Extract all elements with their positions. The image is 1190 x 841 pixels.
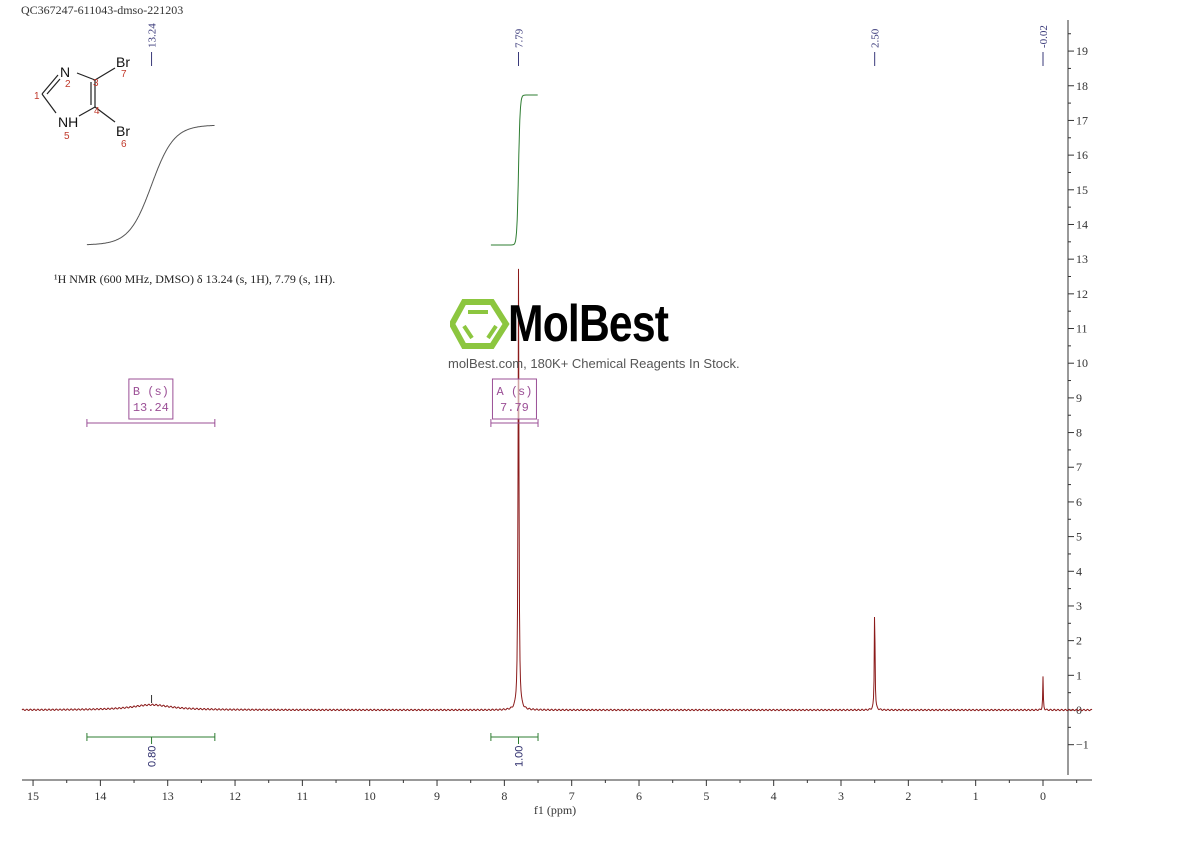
y-tick-label: 5 — [1076, 530, 1082, 544]
atom-label: Br — [116, 54, 130, 70]
y-tick-label: 7 — [1076, 460, 1082, 474]
multiplet-name: B (s) — [133, 385, 169, 399]
x-tick-label: 7 — [569, 789, 575, 803]
multiplet-shift: 13.24 — [133, 401, 169, 415]
x-tick-label: 11 — [297, 789, 309, 803]
watermark-brand: MolBest — [508, 295, 669, 353]
y-tick-label: 17 — [1076, 113, 1088, 127]
atom-number: 6 — [121, 139, 127, 150]
x-tick-label: 1 — [973, 789, 979, 803]
peak-label: 13.24 — [147, 23, 159, 48]
peak-label: -0.02 — [1038, 25, 1050, 48]
x-tick-label: 3 — [838, 789, 844, 803]
watermark-tagline: molBest.com, 180K+ Chemical Reagents In … — [448, 356, 740, 371]
integral-curve — [86, 124, 215, 246]
atom-number: 7 — [121, 69, 127, 80]
y-tick-label: 14 — [1076, 217, 1088, 231]
atom-label: N — [60, 64, 70, 80]
y-tick-label: 18 — [1076, 79, 1088, 93]
x-tick-label: 9 — [434, 789, 440, 803]
y-tick-label: 13 — [1076, 252, 1088, 266]
atom-number: 2 — [65, 79, 71, 90]
atom-number: 4 — [94, 106, 100, 117]
y-tick-label: 16 — [1076, 148, 1088, 162]
peak-label: 7.79 — [513, 28, 525, 48]
y-tick-label: 8 — [1076, 426, 1082, 440]
y-tick-label: 6 — [1076, 495, 1082, 509]
y-tick-label: 2 — [1076, 634, 1082, 648]
multiplet-shift: 7.79 — [500, 401, 529, 415]
integral-value: 1.00 — [513, 746, 525, 767]
y-tick-label: 15 — [1076, 183, 1088, 197]
molecule-structure: N NH Br Br 2 5 7 6 1 3 4 — [34, 54, 130, 150]
integral-value: 0.80 — [147, 746, 159, 767]
x-tick-label: 15 — [27, 789, 39, 803]
x-tick-label: 12 — [229, 789, 241, 803]
x-tick-label: 10 — [364, 789, 376, 803]
atom-label: NH — [58, 114, 78, 130]
x-tick-label: 0 — [1040, 789, 1046, 803]
x-tick-label: 2 — [905, 789, 911, 803]
y-tick-label: 9 — [1076, 391, 1082, 405]
y-tick-label: 11 — [1076, 322, 1088, 336]
integral-curve — [490, 94, 538, 246]
y-tick-label: 19 — [1076, 44, 1088, 58]
molbest-logo-icon — [450, 299, 510, 349]
y-tick-label: 1 — [1076, 668, 1082, 682]
atom-label: Br — [116, 123, 130, 139]
y-tick-label: 10 — [1076, 356, 1088, 370]
x-tick-label: 6 — [636, 789, 642, 803]
multiplet-name: A (s) — [496, 385, 532, 399]
x-tick-label: 13 — [162, 789, 174, 803]
atom-number: 5 — [64, 131, 70, 142]
sample-id: QC367247-611043-dmso-221203 — [21, 3, 184, 17]
y-tick-label: 4 — [1076, 564, 1082, 578]
spectrum-line — [21, 268, 1093, 712]
atom-number: 3 — [93, 78, 99, 89]
multiplet-box — [128, 378, 174, 420]
x-tick-label: 14 — [94, 789, 106, 803]
atom-number: 1 — [34, 91, 40, 102]
nmr-description: ¹H NMR (600 MHz, DMSO) δ 13.24 (s, 1H), … — [54, 272, 336, 286]
y-tick-label: 3 — [1076, 599, 1082, 613]
y-tick-label: −1 — [1076, 738, 1089, 752]
x-tick-label: 8 — [501, 789, 507, 803]
x-axis-label: f1 (ppm) — [534, 803, 576, 817]
x-tick-label: 4 — [771, 789, 777, 803]
y-tick-label: 12 — [1076, 287, 1088, 301]
x-tick-label: 5 — [703, 789, 709, 803]
peak-label: 2.50 — [870, 28, 882, 48]
multiplet-box — [491, 378, 537, 420]
